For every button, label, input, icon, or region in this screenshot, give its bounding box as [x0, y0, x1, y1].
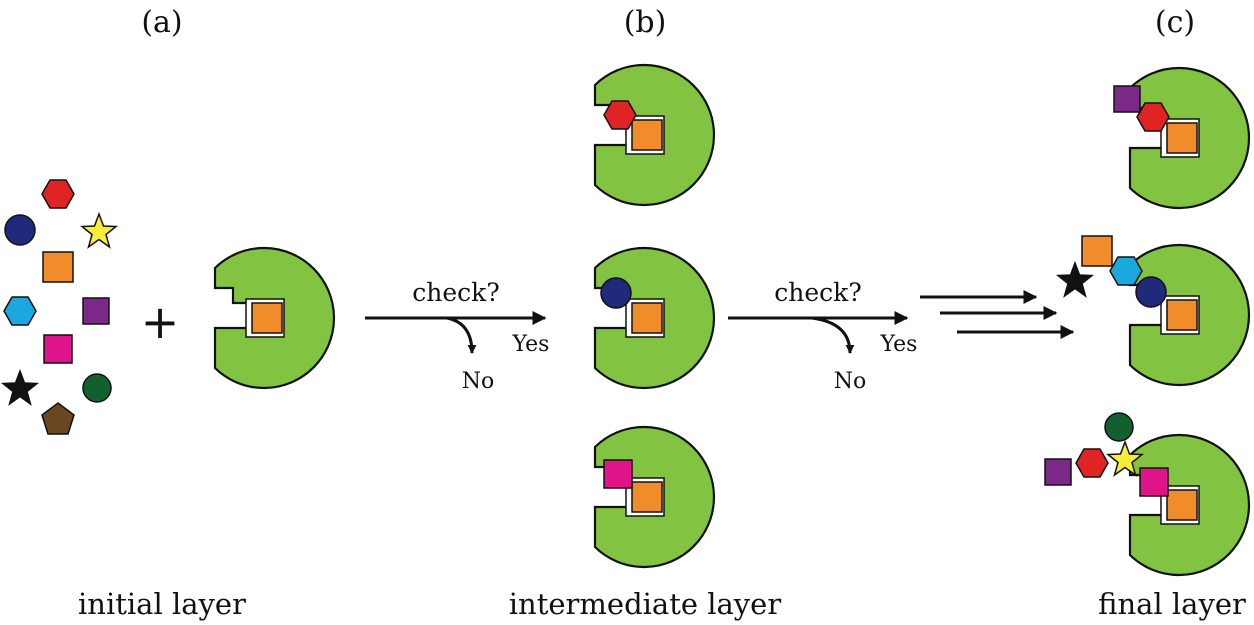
navy-circle-attached — [1135, 276, 1167, 308]
final-disc-bottom — [1044, 412, 1251, 577]
yellow-star-piece — [81, 213, 117, 248]
purple-square-attached — [1113, 85, 1141, 113]
initial-disc — [213, 246, 336, 390]
red-hexagon-attached — [1075, 448, 1109, 478]
panel-b-label: (b) — [624, 5, 667, 40]
cyan-hexagon-piece — [3, 296, 37, 326]
black-star-piece — [2, 370, 38, 405]
magenta-square-piece — [43, 334, 73, 364]
caption-final-layer: final layer — [1098, 587, 1246, 621]
red-hexagon-attached — [603, 100, 637, 130]
purple-square-piece — [82, 297, 110, 325]
continuation-arrows — [920, 290, 1075, 339]
red-hexagon-piece — [41, 179, 75, 209]
loose-pieces — [2, 179, 117, 435]
orange-square-slot — [631, 119, 663, 151]
orange-square-attached — [1081, 235, 1113, 267]
green-circle-piece — [82, 373, 112, 403]
plus-sign: + — [141, 295, 180, 349]
black-star-attached — [1057, 262, 1093, 297]
navy-circle-attached — [600, 277, 632, 309]
yes-label-2: Yes — [880, 332, 918, 357]
check-label-1: check? — [412, 278, 499, 307]
orange-square-piece — [42, 251, 74, 283]
no-arrow-1 — [446, 316, 477, 354]
check-label-2: check? — [774, 278, 861, 307]
orange-square-slot — [1166, 122, 1198, 154]
orange-square-slot — [631, 302, 663, 334]
panel-a-label: (a) — [141, 5, 182, 40]
caption-intermediate-layer: intermediate layer — [509, 587, 782, 621]
orange-square-slot — [251, 302, 283, 334]
purple-square-attached — [1044, 458, 1072, 486]
check-step-1: check? Yes No — [365, 278, 549, 394]
caption-initial-layer: initial layer — [78, 587, 246, 621]
red-hexagon-attached — [1136, 102, 1170, 132]
yes-label-1: Yes — [512, 332, 550, 357]
magenta-square-attached — [1139, 467, 1169, 497]
cyan-hexagon-attached — [1109, 256, 1143, 286]
final-disc-middle — [1057, 235, 1251, 387]
check-step-2: check? Yes No — [728, 278, 917, 394]
magenta-square-attached — [603, 459, 633, 489]
navy-circle-piece — [4, 214, 36, 246]
no-label-2: No — [834, 369, 867, 394]
no-arrow-2 — [811, 316, 855, 354]
orange-square-slot — [1166, 489, 1198, 521]
green-circle-attached — [1104, 412, 1134, 442]
no-label-1: No — [462, 369, 495, 394]
final-disc-top — [1113, 66, 1251, 210]
intermediate-disc-red-hexagon — [593, 63, 716, 207]
intermediate-disc-magenta-square — [593, 425, 716, 569]
orange-square-slot — [1166, 299, 1198, 331]
orange-square-slot — [631, 481, 663, 513]
brown-pentagon-piece — [41, 402, 75, 435]
panel-c-label: (c) — [1155, 5, 1195, 40]
intermediate-disc-navy-circle — [593, 246, 716, 390]
